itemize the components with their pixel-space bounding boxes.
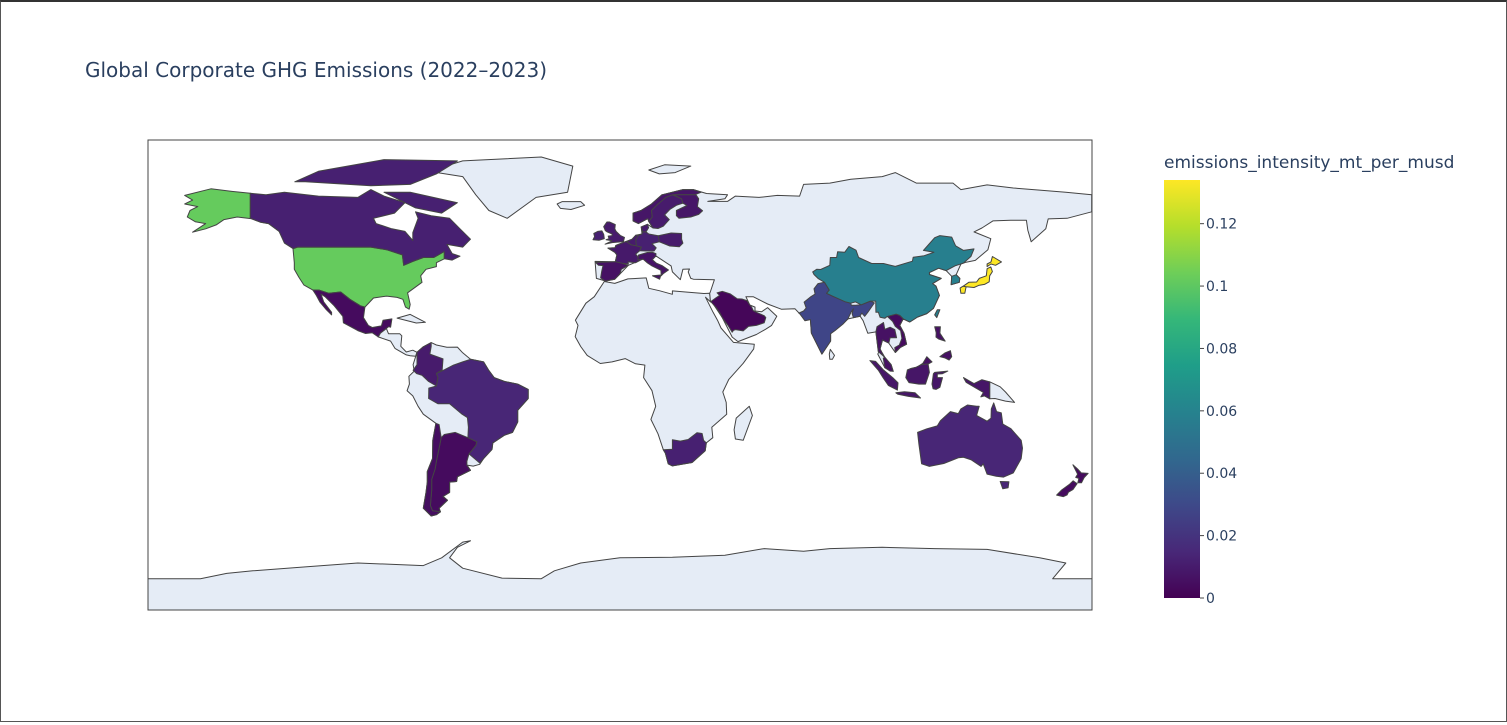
colorbar-tick-label: 0.04	[1206, 466, 1237, 482]
country	[648, 194, 684, 229]
country	[950, 274, 961, 286]
country	[662, 432, 707, 467]
land	[574, 277, 755, 467]
country	[640, 223, 650, 233]
country	[428, 358, 529, 464]
map	[148, 156, 1092, 610]
country	[917, 402, 1023, 490]
land	[148, 540, 1092, 610]
country	[637, 251, 669, 280]
country	[657, 232, 684, 248]
country	[887, 313, 908, 353]
colorbar-tick-label: 0.06	[1206, 404, 1237, 420]
country	[626, 234, 639, 247]
colorbar-tick-label: 0.02	[1206, 529, 1237, 545]
country	[1056, 464, 1089, 498]
land	[556, 201, 586, 210]
country	[959, 256, 1002, 294]
land	[989, 381, 1016, 403]
chart-title: Global Corporate GHG Emissions (2022–202…	[85, 58, 547, 82]
land	[377, 328, 418, 357]
country	[673, 194, 704, 219]
land	[828, 348, 835, 360]
colorbar-tick-label: 0.1	[1206, 279, 1228, 295]
country	[934, 326, 953, 361]
country	[422, 422, 442, 517]
colorbar-tick-label: 0.08	[1206, 341, 1237, 357]
colorbar-tick-label: 0.12	[1206, 217, 1237, 233]
country	[812, 235, 975, 323]
colorbar-tick-label: 0	[1206, 591, 1215, 607]
country	[595, 261, 629, 282]
country	[603, 221, 625, 245]
country	[798, 281, 875, 355]
land	[428, 156, 574, 219]
country	[875, 322, 898, 358]
colorbar-title: emissions_intensity_mt_per_musd	[1164, 153, 1454, 173]
country	[635, 231, 660, 252]
country	[592, 230, 605, 241]
land	[396, 313, 426, 324]
colorbar	[1164, 180, 1200, 598]
country	[869, 360, 991, 400]
country	[710, 290, 767, 333]
land	[648, 164, 692, 175]
land	[733, 405, 753, 441]
map-frame	[147, 139, 1093, 611]
country	[249, 159, 471, 266]
country	[312, 289, 393, 338]
